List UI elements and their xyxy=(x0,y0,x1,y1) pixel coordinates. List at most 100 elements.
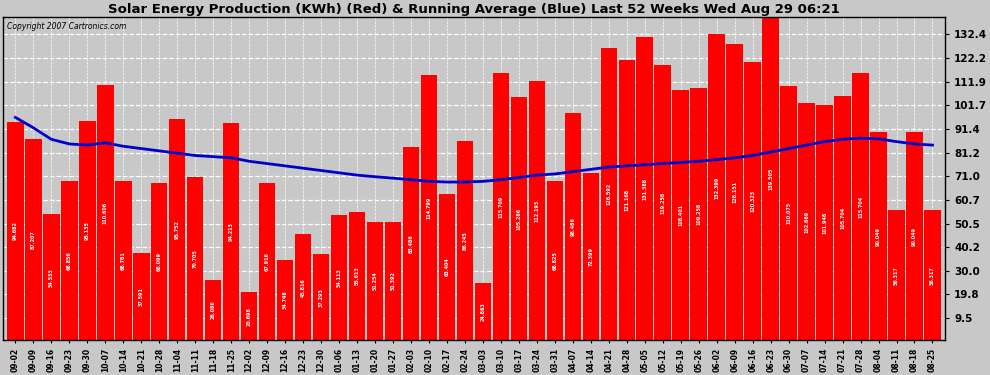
Bar xyxy=(61,181,77,340)
Bar xyxy=(727,44,742,340)
Bar xyxy=(331,215,347,340)
Text: 105.286: 105.286 xyxy=(517,208,522,230)
Text: 68.781: 68.781 xyxy=(121,251,126,270)
Bar xyxy=(852,73,869,340)
Bar xyxy=(456,141,473,340)
Text: 110.075: 110.075 xyxy=(786,202,791,224)
Text: 86.245: 86.245 xyxy=(462,231,467,250)
Bar xyxy=(582,173,599,340)
Text: 54.113: 54.113 xyxy=(337,268,342,287)
Text: 45.816: 45.816 xyxy=(301,278,306,297)
Bar xyxy=(564,113,581,340)
Text: 114.799: 114.799 xyxy=(427,196,432,219)
Bar xyxy=(780,86,797,340)
Bar xyxy=(97,85,114,340)
Bar xyxy=(511,97,527,340)
Bar xyxy=(25,139,42,340)
Bar xyxy=(870,132,887,340)
Bar xyxy=(205,280,222,340)
Text: 37.591: 37.591 xyxy=(139,287,144,306)
Bar xyxy=(835,96,850,340)
Text: 102.669: 102.669 xyxy=(804,210,809,233)
Text: 90.049: 90.049 xyxy=(912,227,917,246)
Bar xyxy=(888,210,905,340)
Bar xyxy=(403,147,419,340)
Text: 126.592: 126.592 xyxy=(606,183,611,205)
Text: 34.748: 34.748 xyxy=(282,291,288,309)
Bar xyxy=(115,182,132,340)
Text: 128.151: 128.151 xyxy=(733,181,738,203)
Bar xyxy=(385,222,401,340)
Text: 109.258: 109.258 xyxy=(696,203,701,225)
Text: 119.258: 119.258 xyxy=(660,191,665,214)
Bar xyxy=(762,18,779,340)
Text: 51.392: 51.392 xyxy=(390,272,395,290)
Text: 68.099: 68.099 xyxy=(156,252,161,271)
Text: 112.193: 112.193 xyxy=(535,200,540,222)
Bar xyxy=(817,105,833,340)
Bar xyxy=(546,181,563,340)
Text: 90.049: 90.049 xyxy=(876,227,881,246)
Text: 101.946: 101.946 xyxy=(822,211,827,234)
Bar xyxy=(925,210,940,340)
Bar xyxy=(348,212,365,340)
Text: 94.682: 94.682 xyxy=(13,222,18,240)
Bar xyxy=(7,122,24,340)
Text: 95.135: 95.135 xyxy=(85,221,90,240)
Bar xyxy=(529,81,545,340)
Text: 94.213: 94.213 xyxy=(229,222,234,241)
Bar xyxy=(637,37,653,340)
Text: 121.168: 121.168 xyxy=(625,189,630,211)
Text: 72.399: 72.399 xyxy=(588,247,593,266)
Bar xyxy=(439,194,455,340)
Bar xyxy=(690,88,707,340)
Bar xyxy=(798,103,815,340)
Bar xyxy=(150,183,167,340)
Bar xyxy=(474,283,491,340)
Bar xyxy=(223,123,240,340)
Bar xyxy=(241,292,257,340)
Text: 68.825: 68.825 xyxy=(552,251,557,270)
Text: 120.323: 120.323 xyxy=(750,190,755,212)
Text: 56.317: 56.317 xyxy=(894,266,899,285)
Bar xyxy=(619,60,635,340)
Text: 20.698: 20.698 xyxy=(247,307,251,326)
Text: 56.317: 56.317 xyxy=(930,266,935,285)
Text: 68.856: 68.856 xyxy=(66,251,72,270)
Bar xyxy=(366,222,383,340)
Text: 110.606: 110.606 xyxy=(103,201,108,223)
Bar xyxy=(258,183,275,340)
Text: Copyright 2007 Cartronics.com: Copyright 2007 Cartronics.com xyxy=(8,22,127,31)
Bar xyxy=(169,119,185,340)
Bar xyxy=(295,234,312,340)
Text: 131.388: 131.388 xyxy=(643,177,647,200)
Text: 51.254: 51.254 xyxy=(372,272,377,290)
Text: 70.705: 70.705 xyxy=(193,249,198,268)
Bar xyxy=(601,48,617,340)
Bar xyxy=(79,120,96,340)
Text: 115.709: 115.709 xyxy=(498,195,503,218)
Bar xyxy=(906,132,923,340)
Bar xyxy=(493,73,509,340)
Bar xyxy=(277,260,293,340)
Bar xyxy=(672,90,689,340)
Bar xyxy=(744,62,761,340)
Text: 83.486: 83.486 xyxy=(409,234,414,253)
Text: 95.752: 95.752 xyxy=(174,220,180,239)
Text: 105.704: 105.704 xyxy=(841,207,845,229)
Bar xyxy=(43,214,59,340)
Bar xyxy=(187,177,204,340)
Text: 98.486: 98.486 xyxy=(570,217,575,236)
Text: 108.401: 108.401 xyxy=(678,204,683,226)
Bar xyxy=(313,254,330,340)
Text: 132.399: 132.399 xyxy=(714,176,719,198)
Text: 87.207: 87.207 xyxy=(31,230,36,249)
Text: 26.086: 26.086 xyxy=(211,301,216,320)
Text: 63.404: 63.404 xyxy=(445,258,449,276)
Title: Solar Energy Production (KWh) (Red) & Running Average (Blue) Last 52 Weeks Wed A: Solar Energy Production (KWh) (Red) & Ru… xyxy=(108,3,840,16)
Bar xyxy=(421,75,438,340)
Bar xyxy=(709,34,725,340)
Text: 67.916: 67.916 xyxy=(264,252,269,271)
Bar xyxy=(133,254,149,340)
Text: 54.533: 54.533 xyxy=(49,268,53,286)
